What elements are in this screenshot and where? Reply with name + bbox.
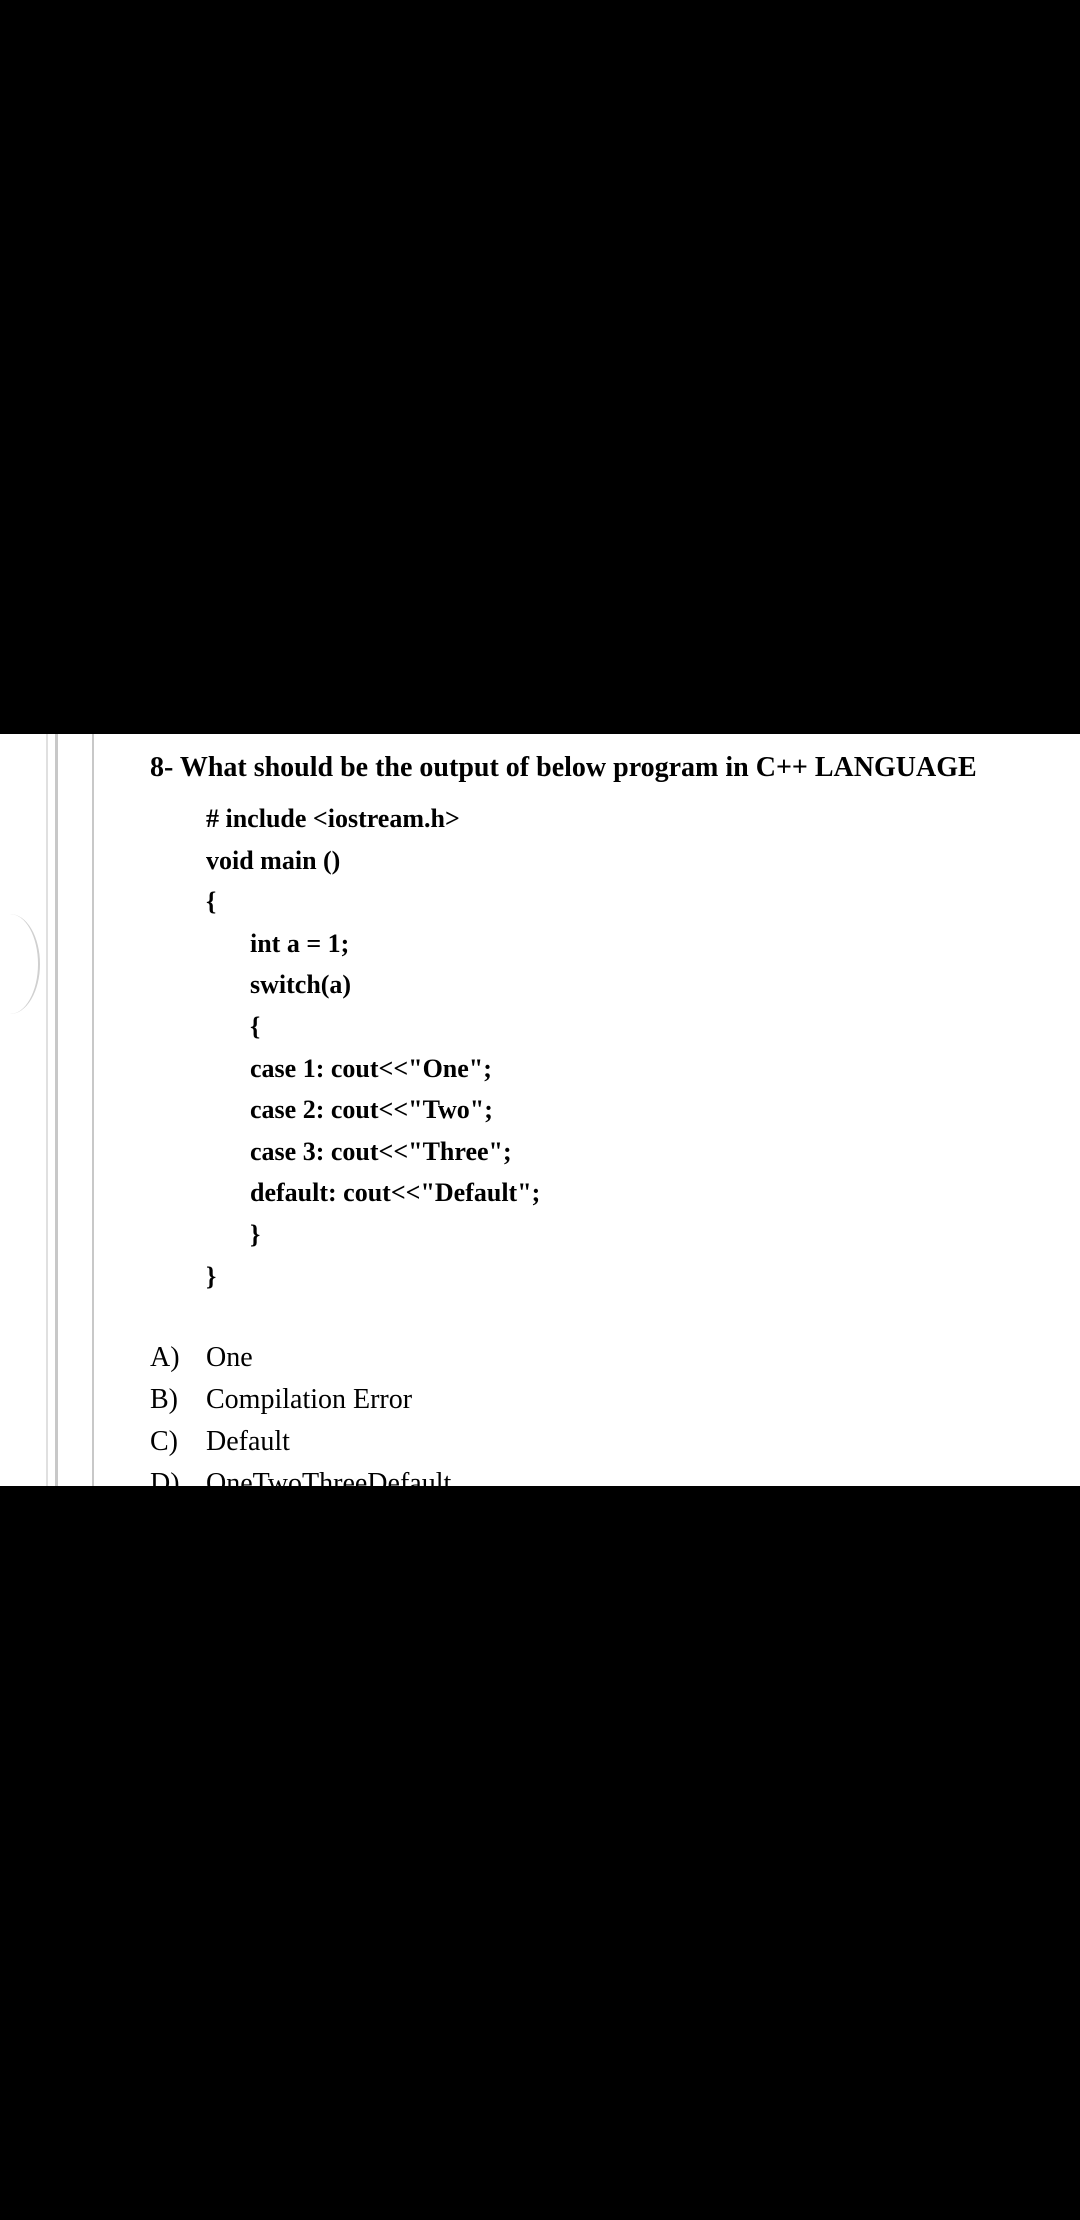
question-title: 8- What should be the output of below pr… <box>150 752 1080 784</box>
answer-option-b: B) Compilation Error <box>150 1379 1080 1421</box>
answer-option-d: D) OneTwoThreeDefault <box>150 1463 1080 1505</box>
answer-letter-d: D) <box>150 1463 206 1505</box>
code-line-12: } <box>206 1256 1080 1298</box>
spiral-column <box>58 734 94 1486</box>
answer-letter-b: B) <box>150 1379 206 1421</box>
answer-letter-a: A) <box>150 1337 206 1379</box>
answers-block: A) One B) Compilation Error C) Default D… <box>150 1337 1080 1505</box>
spiral-border <box>92 734 94 1486</box>
code-line-3: { <box>206 881 1080 923</box>
answer-option-c: C) Default <box>150 1421 1080 1463</box>
answer-option-a: A) One <box>150 1337 1080 1379</box>
answer-letter-c: C) <box>150 1421 206 1463</box>
answer-text-b: Compilation Error <box>206 1379 1080 1421</box>
question-body: 8- What should be the output of below pr… <box>94 734 1080 1486</box>
answer-text-d: OneTwoThreeDefault <box>206 1463 1080 1505</box>
answer-text-a: One <box>206 1337 1080 1379</box>
margin-border-inner <box>46 734 48 1486</box>
answer-text-c: Default <box>206 1421 1080 1463</box>
code-line-2: void main () <box>206 840 1080 882</box>
code-line-8: case 2: cout<<"Two"; <box>206 1089 1080 1131</box>
code-line-5: switch(a) <box>206 964 1080 1006</box>
code-line-6: { <box>206 1006 1080 1048</box>
code-line-1: # include <iostream.h> <box>206 798 1080 840</box>
document-content: 8- What should be the output of below pr… <box>0 734 1080 1486</box>
page-left-margin <box>0 734 58 1486</box>
margin-curve-decoration <box>0 914 40 1014</box>
code-block: # include <iostream.h> void main () { in… <box>206 798 1080 1297</box>
code-line-10: default: cout<<"Default"; <box>206 1172 1080 1214</box>
code-line-9: case 3: cout<<"Three"; <box>206 1131 1080 1173</box>
code-line-7: case 1: cout<<"One"; <box>206 1048 1080 1090</box>
code-line-11: } <box>206 1214 1080 1256</box>
code-line-4: int a = 1; <box>206 923 1080 965</box>
